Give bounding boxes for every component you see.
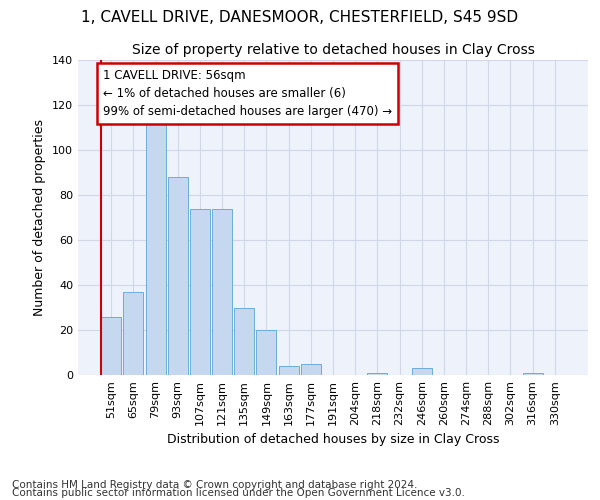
Bar (301, 364, 321, 375)
Bar (367, 373, 388, 375)
Bar (234, 308, 254, 375)
Bar (146, 110, 166, 375)
Bar (212, 208, 232, 375)
Text: Contains public sector information licensed under the Open Government Licence v3: Contains public sector information licen… (12, 488, 465, 498)
Title: Size of property relative to detached houses in Clay Cross: Size of property relative to detached ho… (131, 44, 535, 58)
Text: 1, CAVELL DRIVE, DANESMOOR, CHESTERFIELD, S45 9SD: 1, CAVELL DRIVE, DANESMOOR, CHESTERFIELD… (82, 10, 518, 25)
Bar (168, 177, 188, 375)
Bar (278, 366, 299, 375)
Text: Contains HM Land Registry data © Crown copyright and database right 2024.: Contains HM Land Registry data © Crown c… (12, 480, 418, 490)
Bar (124, 292, 143, 375)
Bar (523, 373, 542, 375)
Text: 1 CAVELL DRIVE: 56sqm
← 1% of detached houses are smaller (6)
99% of semi-detach: 1 CAVELL DRIVE: 56sqm ← 1% of detached h… (103, 69, 392, 118)
Y-axis label: Number of detached properties: Number of detached properties (34, 119, 46, 316)
Bar (190, 208, 210, 375)
Bar (256, 330, 277, 375)
Bar (101, 316, 121, 375)
X-axis label: Distribution of detached houses by size in Clay Cross: Distribution of detached houses by size … (167, 434, 499, 446)
Bar (412, 368, 432, 375)
